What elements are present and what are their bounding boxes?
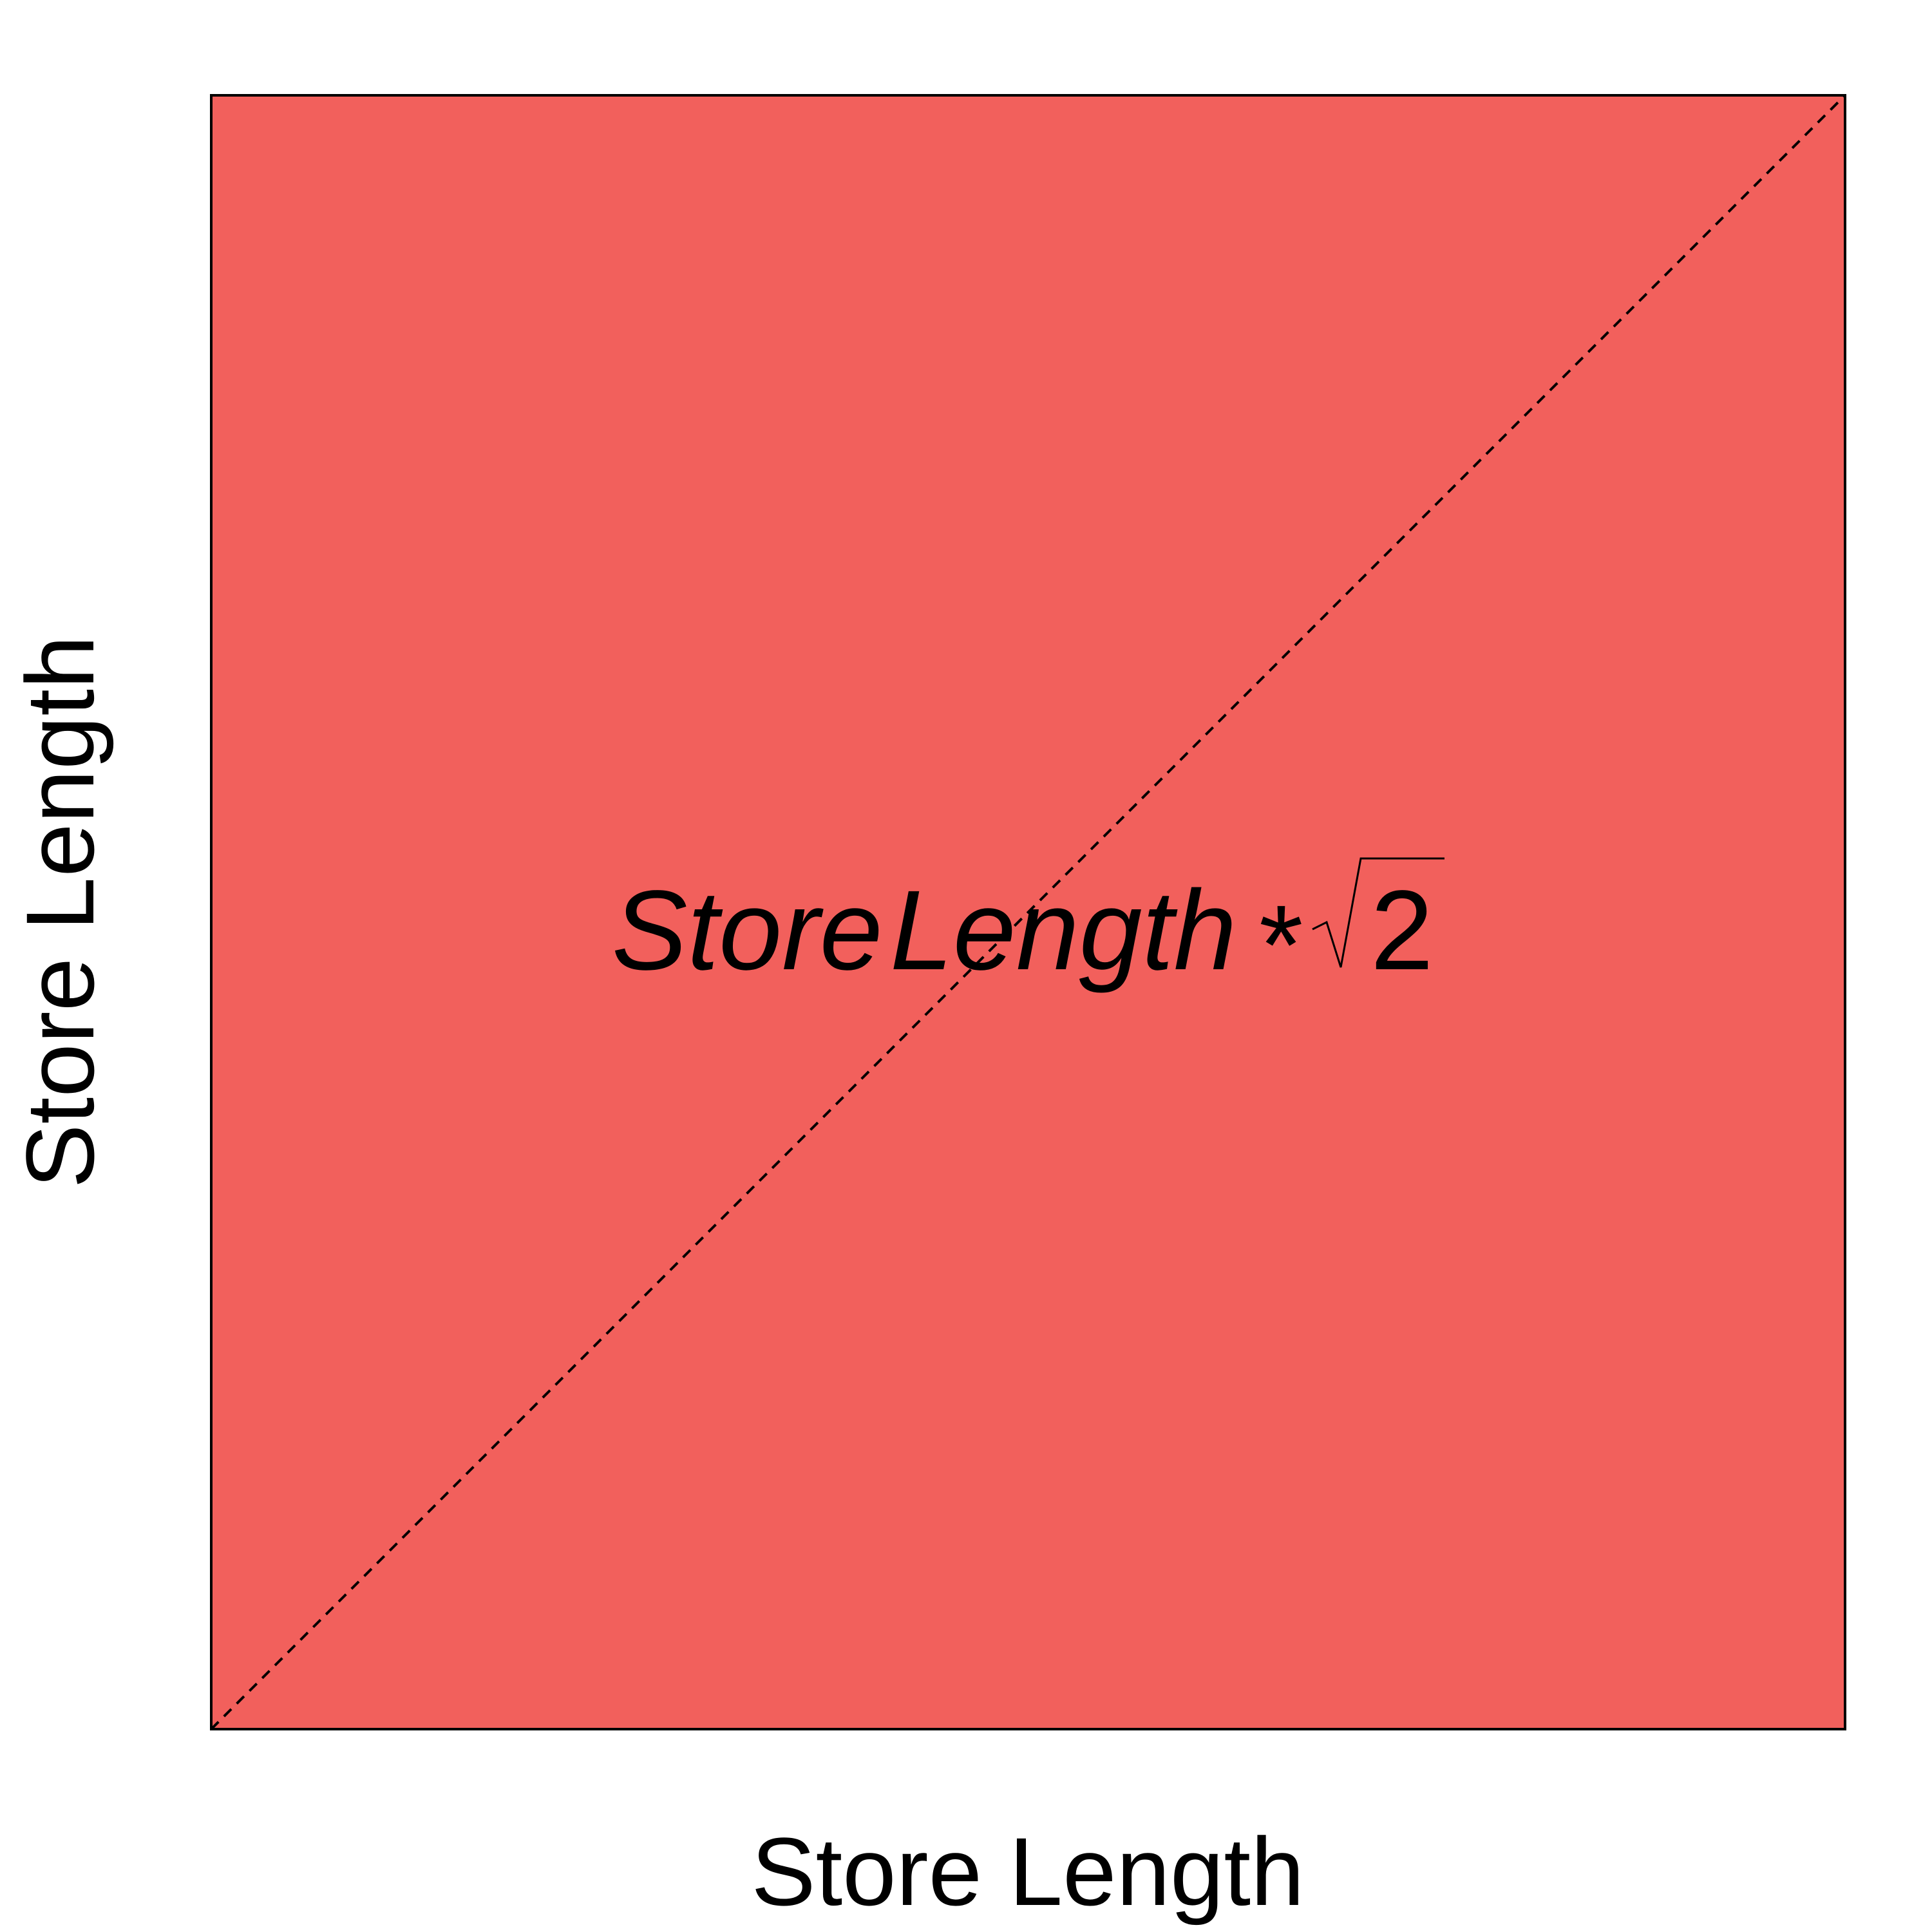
formula-radicand: 2 — [1370, 867, 1434, 994]
formula-term-length: Length — [890, 867, 1236, 994]
diagonal-formula: Store Length * 2 — [612, 857, 1444, 1009]
y-axis-label: Store Length — [6, 636, 114, 1189]
x-axis-label: Store Length — [752, 1817, 1305, 1926]
formula-term-store: Store — [612, 867, 883, 994]
formula-operator: * — [1259, 882, 1303, 1009]
diagonal-line — [210, 94, 1846, 1730]
square-border — [210, 94, 1846, 1730]
square-root-icon — [1312, 857, 1444, 968]
